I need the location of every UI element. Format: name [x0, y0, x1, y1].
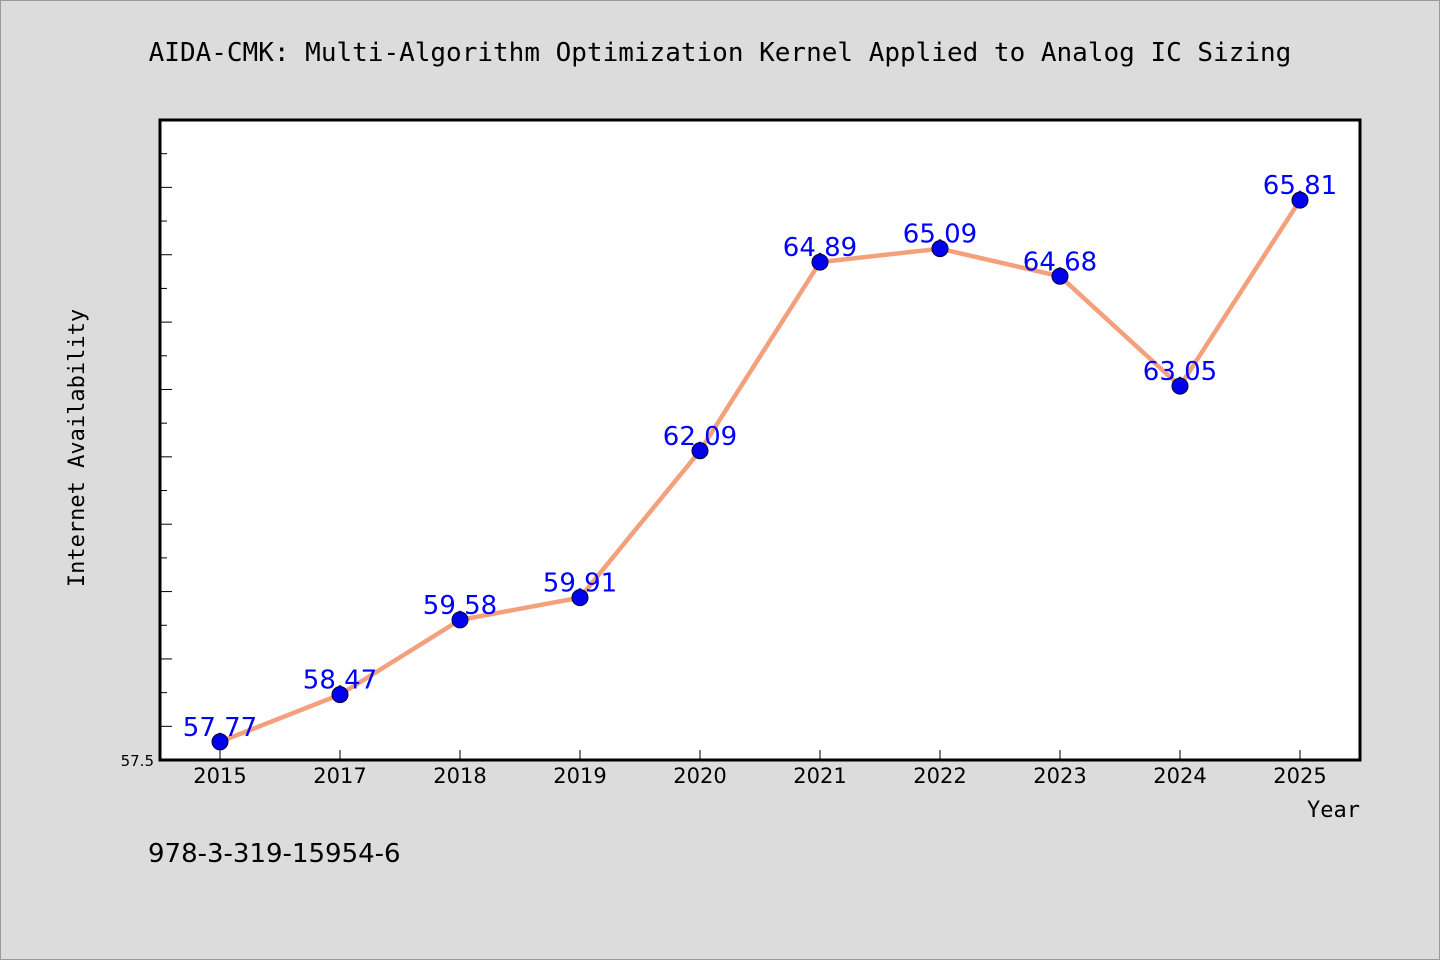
data-point-2025 [1291, 191, 1309, 209]
x-tick-label-2017: 2017 [313, 764, 366, 788]
chart-title: AIDA-CMK: Multi-Algorithm Optimization K… [149, 38, 1292, 68]
data-point-2024 [1171, 377, 1189, 395]
x-tick-label-2025: 2025 [1273, 764, 1326, 788]
x-tick-label-2019: 2019 [553, 764, 606, 788]
x-tick-label-2021: 2021 [793, 764, 846, 788]
series-line [217, 197, 1303, 745]
x-tick-label-2022: 2022 [913, 764, 966, 788]
data-point-2020 [691, 442, 709, 460]
y-axis-tick-labels: 57.5 [121, 752, 154, 770]
y-axis-ticks [160, 119, 172, 761]
x-axis-ticks [219, 750, 1301, 760]
x-tick-label-2024: 2024 [1153, 764, 1206, 788]
data-point-2023 [1051, 267, 1069, 285]
x-tick-label-2020: 2020 [673, 764, 726, 788]
y-axis-label: Internet Availability [65, 309, 90, 587]
x-tick-label-2018: 2018 [433, 764, 486, 788]
x-tick-label-2023: 2023 [1033, 764, 1086, 788]
data-point-2022 [931, 240, 949, 258]
y-tick-label: 57.5 [121, 752, 154, 770]
x-axis-tick-labels: 2015 2017 2018 2019 2020 2021 2022 2023 2024 2025 [193, 764, 1326, 788]
plot-area [158, 118, 1362, 762]
data-point-2021 [811, 253, 829, 271]
data-markers [211, 191, 1309, 751]
data-point-2018 [451, 611, 469, 629]
footnote: 978-3-319-15954-6 [148, 839, 401, 869]
data-point-2017 [331, 686, 349, 704]
x-tick-label-2015: 2015 [193, 764, 246, 788]
data-point-2015 [211, 733, 229, 751]
x-axis-label: Year [1307, 798, 1360, 823]
data-point-2019 [571, 589, 589, 607]
